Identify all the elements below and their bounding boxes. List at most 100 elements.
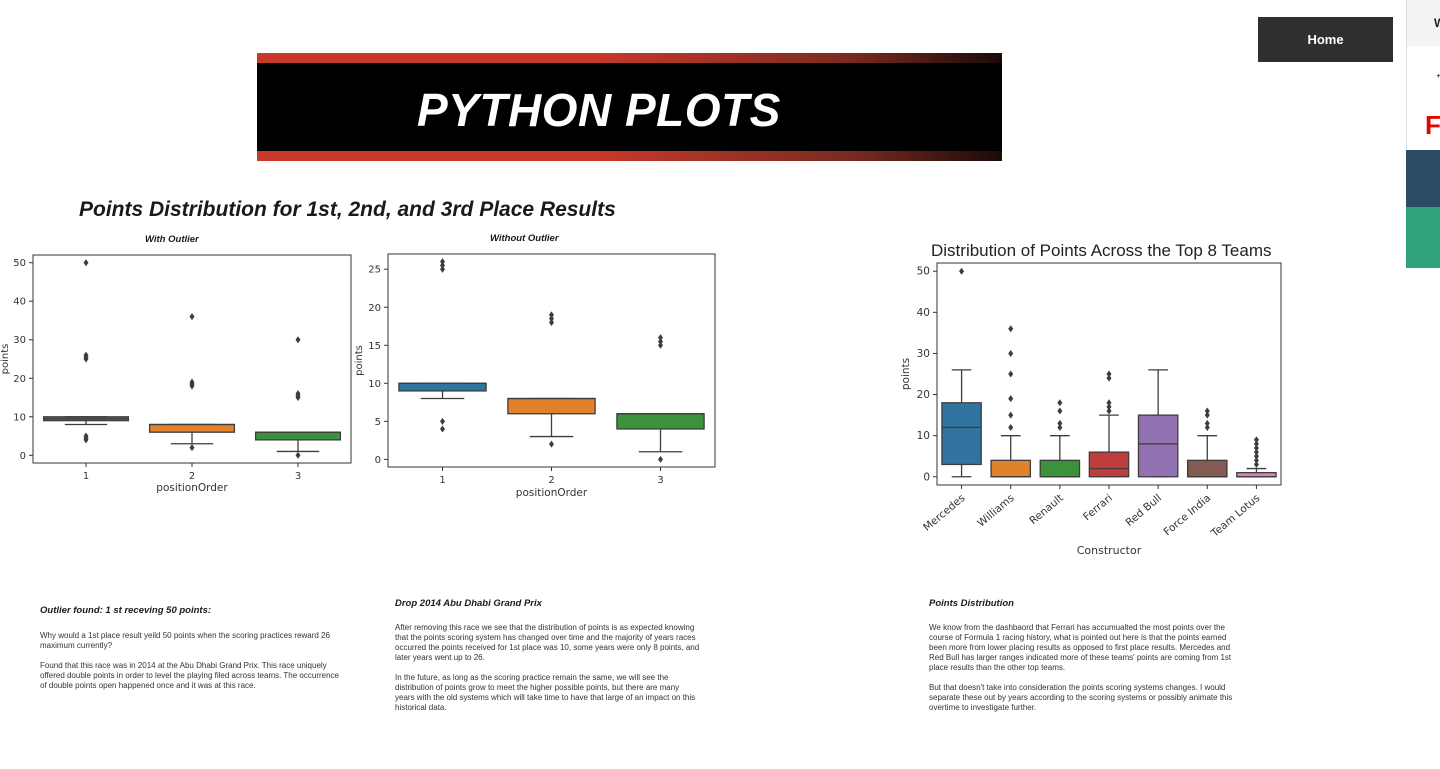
outlier-point — [1106, 407, 1112, 415]
side-panel-tab[interactable]: W — [1406, 0, 1440, 46]
plot-frame — [936, 262, 1282, 486]
box-2 — [148, 423, 236, 433]
y-tick-label: 0 — [923, 471, 930, 483]
note-drop-race: Drop 2014 Abu Dhabi Grand Prix After rem… — [395, 598, 700, 713]
outlier-point — [295, 451, 301, 459]
y-tick-label: 10 — [368, 379, 381, 390]
note-points-distribution: Points Distribution We know from the das… — [929, 598, 1241, 713]
y-tick-label: 0 — [20, 451, 26, 462]
outlier-point — [1057, 423, 1063, 431]
y-axis-label: points — [0, 344, 11, 375]
x-tick-label: Force India — [1161, 492, 1213, 538]
outlier-point — [1106, 403, 1112, 411]
note-paragraph: Found that this race was in 2014 at the … — [40, 661, 339, 690]
outlier-point — [1008, 349, 1014, 357]
y-tick-label: 0 — [375, 455, 381, 466]
plot-frame — [387, 253, 716, 468]
box-Force India — [1186, 459, 1228, 478]
side-panel: W ← F — [1406, 0, 1440, 270]
y-tick-label: 20 — [13, 374, 26, 385]
y-tick-label: 40 — [917, 307, 930, 319]
outlier-point — [1253, 456, 1259, 464]
banner-stripe-top — [257, 53, 1002, 63]
outlier-point — [549, 440, 554, 448]
y-tick-label: 15 — [368, 341, 381, 352]
note-paragraph: Why would a 1st place result yeild 50 po… — [40, 631, 330, 650]
outlier-point — [1253, 448, 1259, 456]
y-tick-label: 50 — [13, 258, 26, 269]
x-tick-label: Ferrari — [1081, 492, 1115, 523]
box-Mercedes — [941, 402, 982, 466]
y-tick-label: 30 — [13, 335, 26, 346]
y-tick-label: 40 — [13, 297, 26, 308]
outlier-point — [1106, 370, 1112, 378]
boxplot-with-outlier: 0 10 20 30 40 50 1 2 3 positionOrder points — [0, 254, 352, 494]
home-button[interactable]: Home — [1258, 17, 1393, 62]
plot-subtitle-without-outlier: Without Outlier — [490, 233, 559, 244]
y-tick-label: 50 — [917, 266, 930, 278]
box-2 — [507, 397, 596, 415]
outlier-point — [1057, 399, 1063, 407]
outlier-point — [440, 265, 445, 273]
y-tick-label: 25 — [368, 265, 381, 276]
x-tick-label: Williams — [975, 492, 1016, 529]
outlier-point — [1204, 411, 1210, 419]
outlier-point — [1008, 325, 1014, 333]
x-tick-label: 3 — [657, 475, 663, 486]
plot-subtitle-with-outlier: With Outlier — [145, 234, 199, 245]
side-panel-blue-tile[interactable] — [1406, 150, 1440, 207]
outlier-point — [1008, 395, 1014, 403]
section-heading: Points Distribution for 1st, 2nd, and 3r… — [79, 198, 616, 221]
outlier-point — [440, 261, 445, 269]
note-heading: Points Distribution — [929, 598, 1014, 609]
note-outlier: Outlier found: 1 st receving 50 points: … — [40, 605, 340, 691]
x-tick-label: 3 — [295, 471, 301, 482]
outlier-point — [549, 315, 554, 323]
banner: PYTHON PLOTS — [257, 53, 1002, 161]
outlier-point — [295, 394, 301, 402]
x-axis-label: positionOrder — [516, 487, 588, 499]
x-tick-label: Renault — [1027, 492, 1065, 527]
plot-title-top-teams: Distribution of Points Across the Top 8 … — [931, 241, 1272, 260]
outlier-point — [658, 334, 663, 342]
outlier-point — [549, 311, 554, 319]
outlier-point — [1204, 407, 1210, 415]
boxplot-top-teams: 0 10 20 30 40 50 Mercedes Williams Renault Ferrar… — [900, 262, 1282, 557]
plot-frame — [32, 254, 352, 464]
back-arrow-icon[interactable]: ← — [1406, 46, 1440, 101]
note-paragraph: But that doesn't take into consideration… — [929, 683, 1233, 712]
note-heading: Outlier found: 1 st receving 50 points: — [40, 605, 212, 616]
outlier-point — [189, 444, 195, 452]
banner-title: PYTHON PLOTS — [417, 84, 781, 136]
outlier-point — [658, 337, 663, 345]
y-tick-label: 5 — [375, 417, 381, 428]
x-tick-label: Red Bull — [1123, 492, 1164, 529]
x-tick-label: Team Lotus — [1208, 492, 1262, 540]
box-1 — [398, 382, 487, 392]
outlier-point — [1253, 460, 1259, 468]
box-Williams — [990, 459, 1032, 478]
box-3 — [254, 431, 342, 441]
outlier-point — [1253, 444, 1259, 452]
outlier-point — [1106, 374, 1112, 382]
y-axis-label: points — [900, 358, 912, 390]
x-tick-label: 2 — [548, 475, 554, 486]
outlier-point — [549, 318, 554, 326]
outlier-point — [1253, 436, 1259, 444]
y-tick-label: 20 — [917, 389, 930, 401]
y-tick-label: 10 — [13, 412, 26, 423]
outlier-point — [1008, 423, 1014, 431]
note-paragraph: After removing this race we see that the… — [395, 623, 700, 662]
outlier-point — [189, 313, 195, 321]
x-axis-label: positionOrder — [156, 482, 228, 494]
outlier-point — [1253, 452, 1259, 460]
outlier-point — [1106, 399, 1112, 407]
outlier-point — [1057, 419, 1063, 427]
outlier-point — [189, 382, 195, 390]
side-panel-green-tile[interactable] — [1406, 207, 1440, 268]
outlier-point — [658, 455, 663, 463]
x-tick-label: 1 — [83, 471, 89, 482]
outlier-point — [440, 417, 445, 425]
x-tick-label: 2 — [189, 471, 195, 482]
box-Red Bull — [1137, 414, 1179, 478]
